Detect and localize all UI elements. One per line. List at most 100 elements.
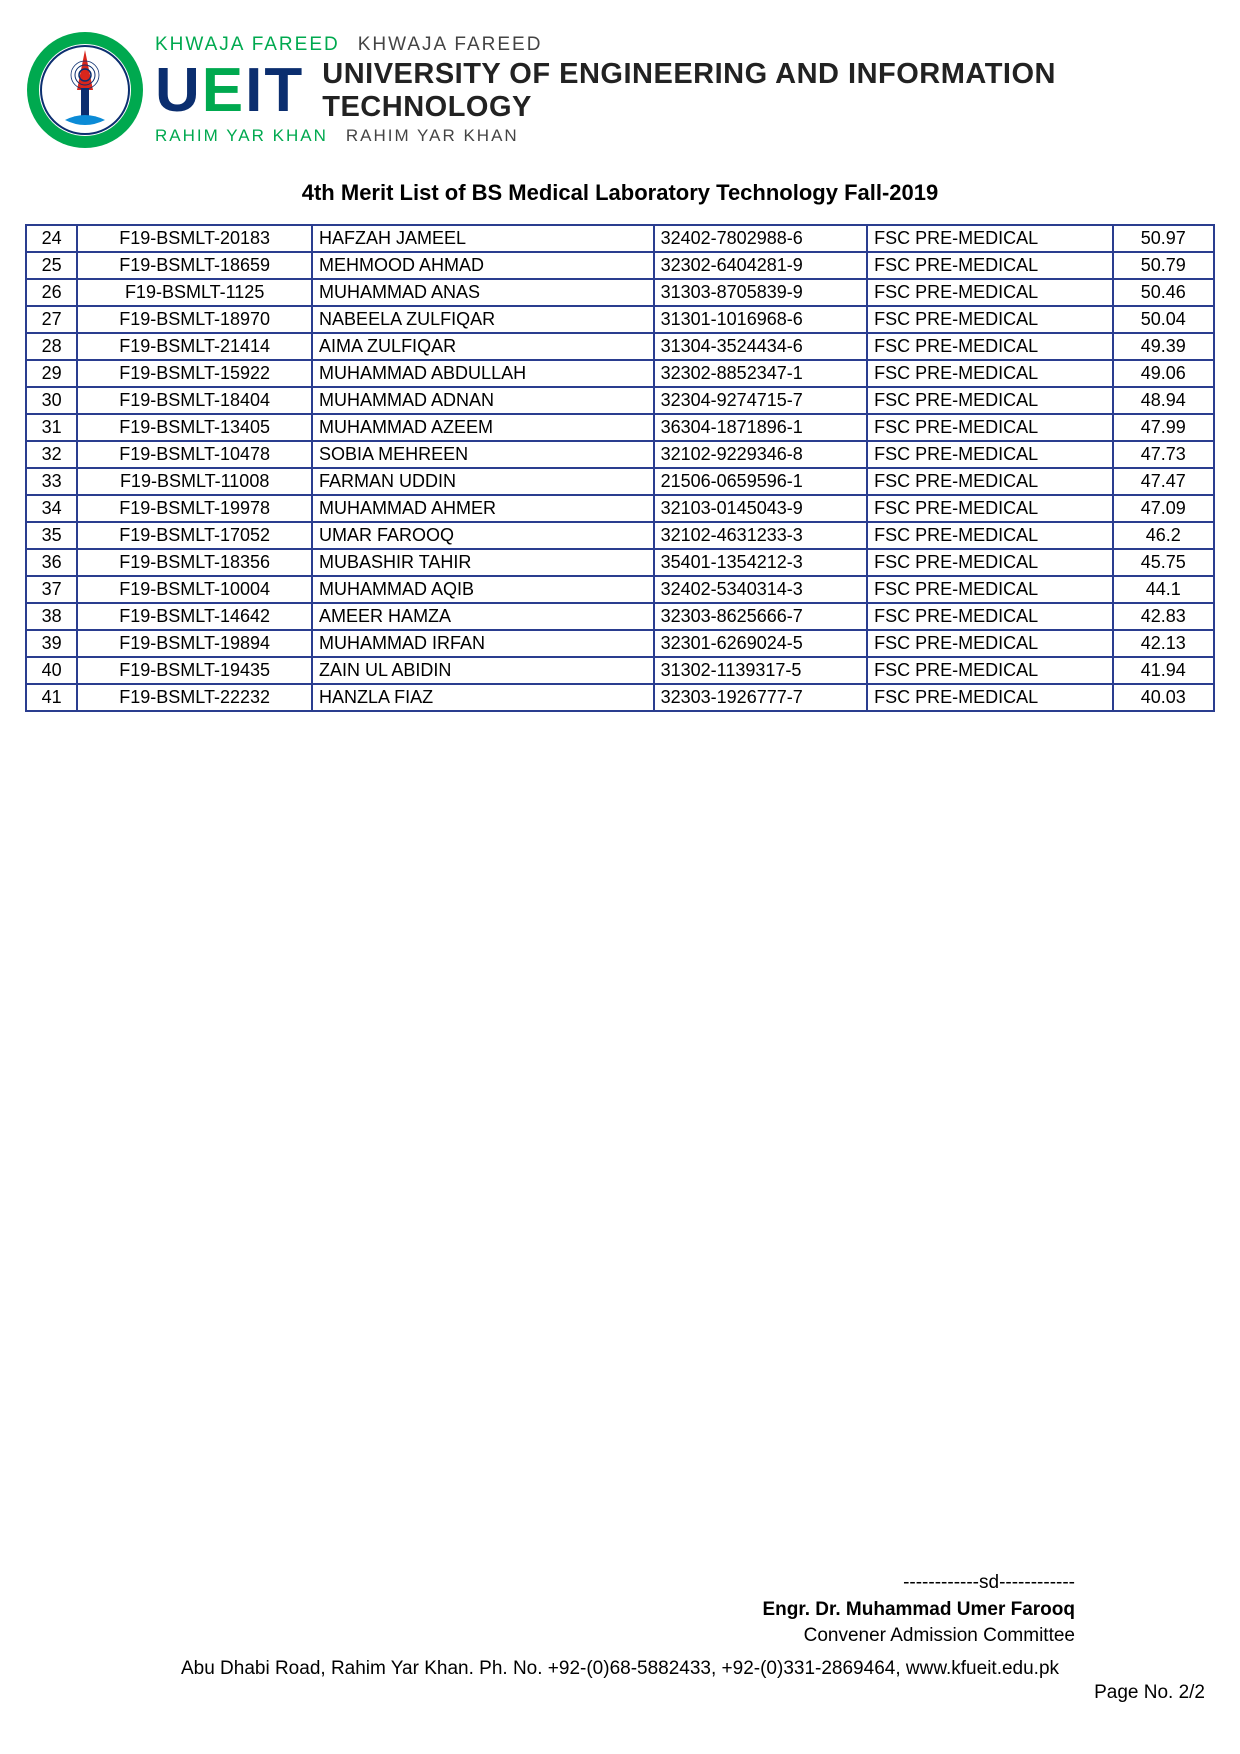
cell-cnic: 32102-9229346-8 [654,441,867,468]
page-number: Page No. 2/2 [25,1682,1215,1704]
cell-degree: FSC PRE-MEDICAL [867,630,1112,657]
cell-degree: FSC PRE-MEDICAL [867,414,1112,441]
cell-degree: FSC PRE-MEDICAL [867,576,1112,603]
signature-sd-line: ------------sd------------ [25,1570,1075,1597]
cell-name: MUHAMMAD IRFAN [312,630,654,657]
cell-degree: FSC PRE-MEDICAL [867,522,1112,549]
cell-degree: FSC PRE-MEDICAL [867,225,1112,252]
signature-block: ------------sd------------ Engr. Dr. Muh… [25,1570,1215,1650]
cell-cnic: 21506-0659596-1 [654,468,867,495]
cell-score: 47.09 [1113,495,1214,522]
cell-app-id: F19-BSMLT-15922 [77,360,312,387]
rahim-yar-khan-green: RAHIM YAR KHAN [155,126,328,146]
cell-app-id: F19-BSMLT-10478 [77,441,312,468]
cell-sr: 29 [26,360,77,387]
cell-score: 47.99 [1113,414,1214,441]
cell-score: 50.79 [1113,252,1214,279]
header-mid-line: UEIT UNIVERSITY OF ENGINEERING AND INFOR… [155,58,1215,124]
table-row: 35F19-BSMLT-17052UMAR FAROOQ32102-463123… [26,522,1214,549]
cell-score: 49.39 [1113,333,1214,360]
cell-name: MUHAMMAD ABDULLAH [312,360,654,387]
cell-score: 46.2 [1113,522,1214,549]
signatory-role: Convener Admission Committee [25,1623,1075,1650]
cell-app-id: F19-BSMLT-19435 [77,657,312,684]
cell-sr: 41 [26,684,77,711]
table-row: 36F19-BSMLT-18356MUBASHIR TAHIR35401-135… [26,549,1214,576]
table-row: 37F19-BSMLT-10004MUHAMMAD AQIB32402-5340… [26,576,1214,603]
table-row: 27F19-BSMLT-18970NABEELA ZULFIQAR31301-1… [26,306,1214,333]
cell-score: 40.03 [1113,684,1214,711]
cell-degree: FSC PRE-MEDICAL [867,441,1112,468]
cell-cnic: 32302-8852347-1 [654,360,867,387]
cell-score: 50.46 [1113,279,1214,306]
cell-app-id: F19-BSMLT-10004 [77,576,312,603]
cell-app-id: F19-BSMLT-19978 [77,495,312,522]
ueit-i: I [245,56,264,125]
cell-score: 45.75 [1113,549,1214,576]
cell-score: 47.73 [1113,441,1214,468]
cell-cnic: 32302-6404281-9 [654,252,867,279]
cell-score: 50.04 [1113,306,1214,333]
cell-degree: FSC PRE-MEDICAL [867,549,1112,576]
cell-app-id: F19-BSMLT-11008 [77,468,312,495]
khwaja-fareed-grey: KHWAJA FAREED [358,34,543,56]
cell-cnic: 32303-1926777-7 [654,684,867,711]
cell-name: NABEELA ZULFIQAR [312,306,654,333]
cell-sr: 25 [26,252,77,279]
cell-app-id: F19-BSMLT-13405 [77,414,312,441]
header-bottom-line: RAHIM YAR KHAN RAHIM YAR KHAN [155,126,1215,146]
cell-degree: FSC PRE-MEDICAL [867,657,1112,684]
cell-degree: FSC PRE-MEDICAL [867,684,1112,711]
cell-app-id: F19-BSMLT-18659 [77,252,312,279]
table-row: 40F19-BSMLT-19435ZAIN UL ABIDIN31302-113… [26,657,1214,684]
cell-cnic: 32402-5340314-3 [654,576,867,603]
table-row: 28F19-BSMLT-21414AIMA ZULFIQAR31304-3524… [26,333,1214,360]
cell-app-id: F19-BSMLT-21414 [77,333,312,360]
cell-sr: 34 [26,495,77,522]
table-row: 38F19-BSMLT-14642AMEER HAMZA32303-862566… [26,603,1214,630]
page-footer: ------------sd------------ Engr. Dr. Muh… [25,1570,1215,1704]
table-row: 24F19-BSMLT-20183HAFZAH JAMEEL32402-7802… [26,225,1214,252]
rahim-yar-khan-grey: RAHIM YAR KHAN [346,126,519,146]
cell-name: MUHAMMAD AZEEM [312,414,654,441]
table-row: 34F19-BSMLT-19978MUHAMMAD AHMER32103-014… [26,495,1214,522]
cell-name: AIMA ZULFIQAR [312,333,654,360]
university-full-name: UNIVERSITY OF ENGINEERING AND INFORMATIO… [322,58,1215,124]
cell-name: AMEER HAMZA [312,603,654,630]
cell-degree: FSC PRE-MEDICAL [867,387,1112,414]
cell-sr: 28 [26,333,77,360]
cell-cnic: 31301-1016968-6 [654,306,867,333]
cell-cnic: 32303-8625666-7 [654,603,867,630]
cell-degree: FSC PRE-MEDICAL [867,495,1112,522]
cell-cnic: 35401-1354212-3 [654,549,867,576]
cell-cnic: 31302-1139317-5 [654,657,867,684]
cell-score: 42.83 [1113,603,1214,630]
table-row: 32F19-BSMLT-10478SOBIA MEHREEN32102-9229… [26,441,1214,468]
cell-app-id: F19-BSMLT-19894 [77,630,312,657]
cell-app-id: F19-BSMLT-18970 [77,306,312,333]
cell-sr: 35 [26,522,77,549]
cell-sr: 33 [26,468,77,495]
signatory-name: Engr. Dr. Muhammad Umer Farooq [25,1597,1075,1624]
cell-cnic: 31303-8705839-9 [654,279,867,306]
university-seal-icon [25,30,145,150]
cell-cnic: 36304-1871896-1 [654,414,867,441]
cell-score: 47.47 [1113,468,1214,495]
cell-degree: FSC PRE-MEDICAL [867,468,1112,495]
cell-sr: 38 [26,603,77,630]
cell-score: 41.94 [1113,657,1214,684]
cell-cnic: 32304-9274715-7 [654,387,867,414]
cell-score: 42.13 [1113,630,1214,657]
cell-sr: 31 [26,414,77,441]
cell-degree: FSC PRE-MEDICAL [867,252,1112,279]
cell-name: HANZLA FIAZ [312,684,654,711]
document-title: 4th Merit List of BS Medical Laboratory … [25,180,1215,206]
table-row: 41F19-BSMLT-22232HANZLA FIAZ32303-192677… [26,684,1214,711]
cell-score: 50.97 [1113,225,1214,252]
cell-app-id: F19-BSMLT-18404 [77,387,312,414]
page: KHWAJA FAREED KHWAJA FAREED UEIT UNIVERS… [0,0,1240,1754]
cell-sr: 30 [26,387,77,414]
table-row: 26F19-BSMLT-1125MUHAMMAD ANAS31303-87058… [26,279,1214,306]
table-row: 30F19-BSMLT-18404MUHAMMAD ADNAN32304-927… [26,387,1214,414]
letterhead-header: KHWAJA FAREED KHWAJA FAREED UEIT UNIVERS… [25,30,1215,150]
